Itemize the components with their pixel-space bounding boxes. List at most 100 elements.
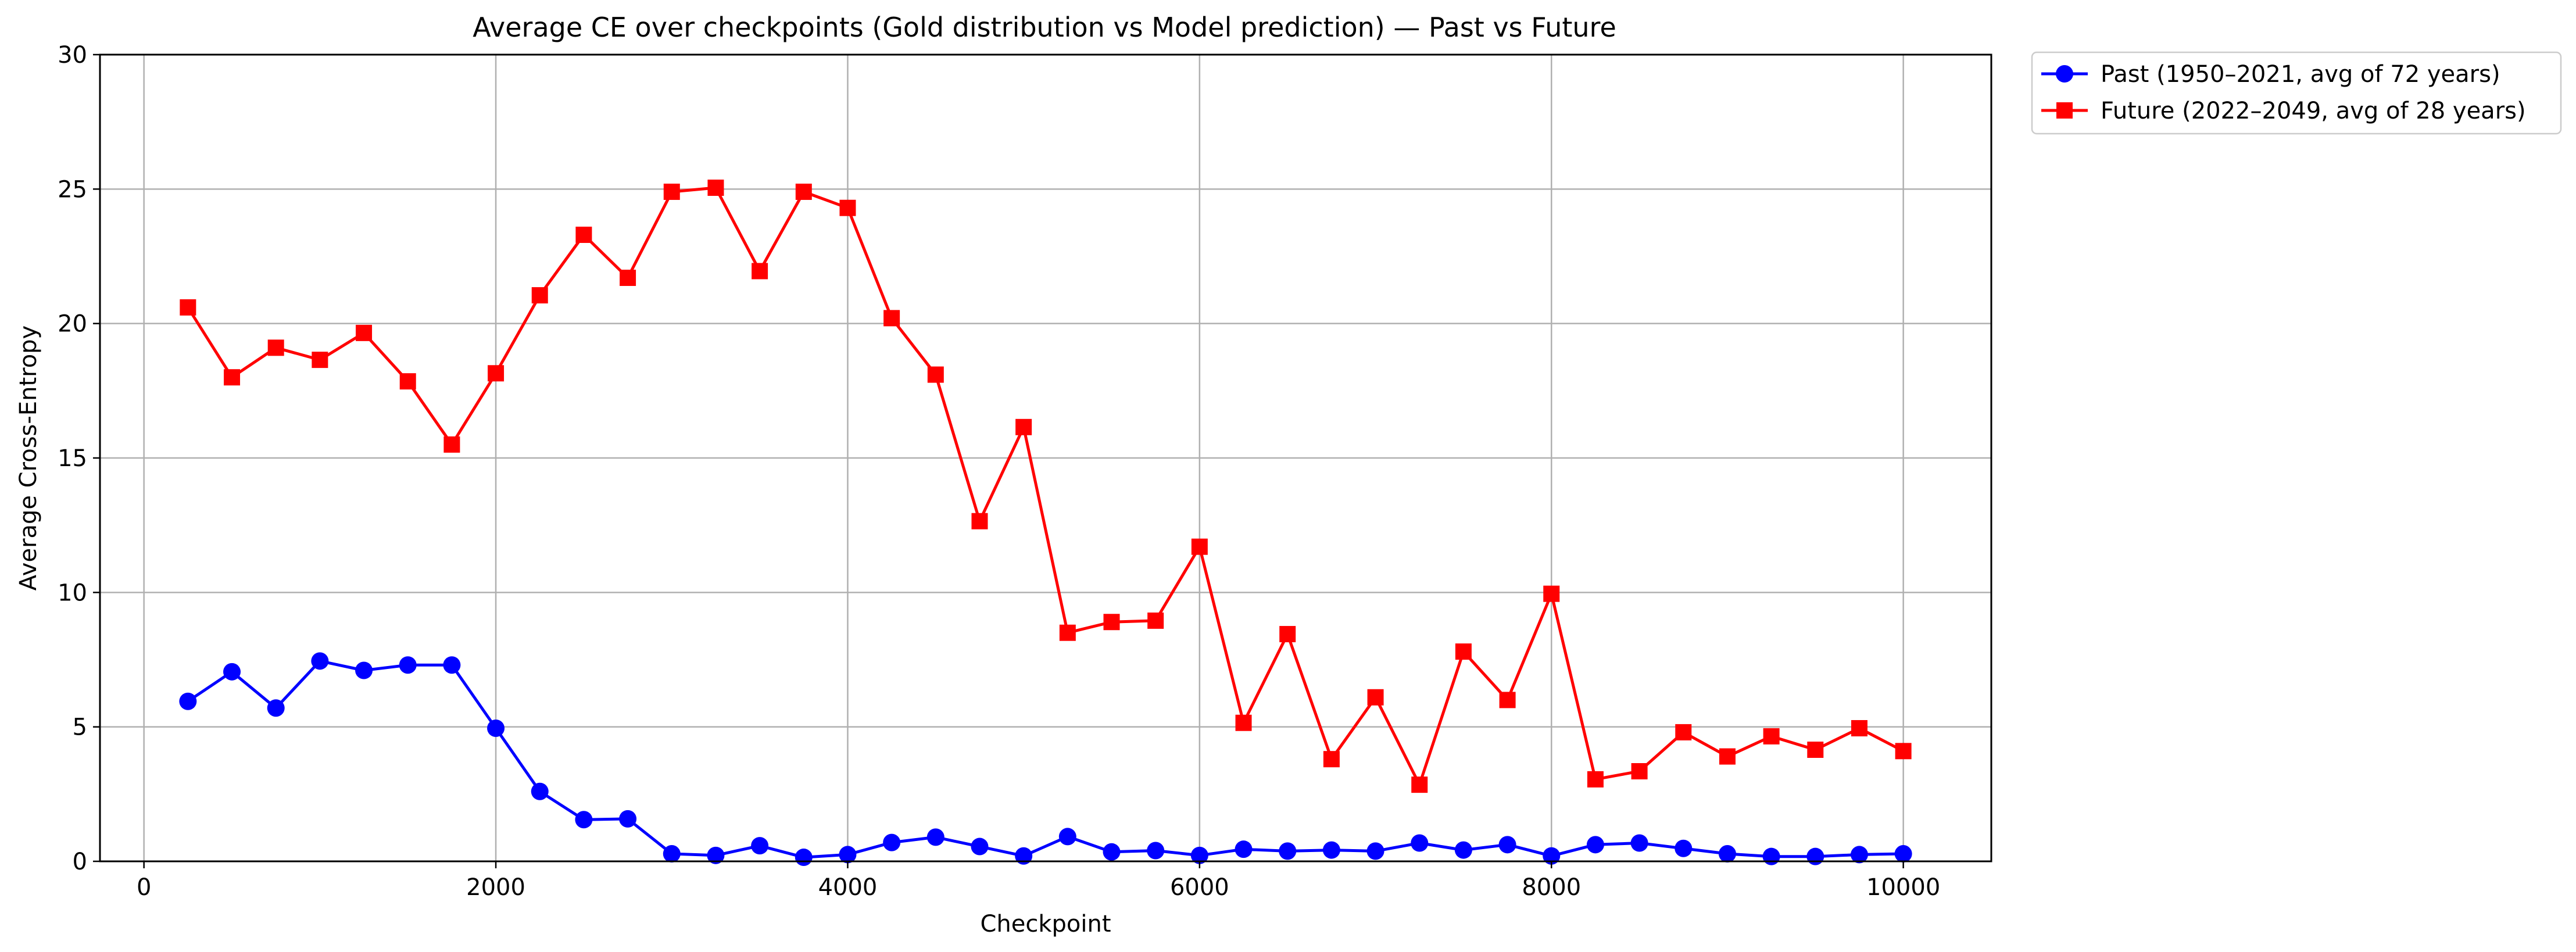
data-point — [927, 366, 944, 383]
data-point — [1366, 842, 1384, 860]
data-point — [883, 833, 901, 851]
data-point — [707, 846, 725, 864]
x-axis-label: Checkpoint — [980, 911, 1111, 937]
y-tick-label: 0 — [73, 849, 87, 875]
data-point — [1763, 728, 1780, 745]
data-point — [267, 339, 284, 356]
data-point — [1103, 614, 1120, 631]
data-point — [707, 180, 724, 196]
data-point — [1718, 845, 1736, 863]
data-point — [267, 699, 285, 717]
legend-marker — [2056, 65, 2073, 83]
data-point — [1411, 834, 1429, 852]
data-point — [1103, 843, 1121, 861]
legend-marker — [2056, 102, 2073, 119]
data-point — [180, 299, 196, 316]
data-point — [355, 661, 373, 679]
data-point — [1015, 847, 1033, 865]
data-point — [224, 369, 241, 386]
legend-label: Future (2022–2049, avg of 28 years) — [2101, 98, 2526, 124]
data-point — [1587, 771, 1604, 788]
data-point — [1675, 839, 1693, 857]
data-point — [488, 365, 505, 382]
axis-ticks: 0 2000 4000 6000 8000 10000 0 5 10 15 20 25 30 — [58, 42, 1940, 901]
data-point — [1630, 834, 1648, 852]
x-tick-label: 8000 — [1522, 874, 1581, 901]
data-point — [1279, 842, 1297, 860]
chart-title: Average CE over checkpoints (Gold distri… — [473, 12, 1616, 43]
data-point — [883, 310, 900, 327]
data-point — [531, 782, 549, 800]
data-point — [620, 270, 636, 287]
data-point — [443, 656, 461, 674]
data-point — [487, 719, 505, 737]
data-point — [1191, 538, 1208, 555]
data-point — [1454, 841, 1472, 859]
data-point — [926, 828, 944, 846]
data-point — [312, 352, 328, 368]
data-point — [1719, 748, 1736, 765]
data-point — [971, 838, 989, 856]
data-point — [752, 263, 768, 280]
data-point — [751, 837, 769, 855]
data-point — [1586, 836, 1604, 854]
data-point — [839, 199, 856, 216]
data-point — [575, 811, 593, 829]
legend-item: Past (1950–2021, avg of 72 years) — [2041, 61, 2500, 88]
series-layer — [179, 180, 1912, 867]
series-future — [180, 180, 1912, 793]
data-point — [1498, 836, 1516, 854]
y-tick-label: 30 — [58, 42, 87, 69]
data-point — [223, 663, 241, 681]
data-point — [531, 287, 548, 304]
data-point — [1631, 763, 1648, 780]
data-point — [1675, 724, 1692, 740]
data-point — [1762, 847, 1780, 865]
data-point — [795, 183, 812, 200]
data-point — [356, 324, 373, 341]
x-tick-label: 6000 — [1170, 874, 1229, 901]
data-point — [1279, 626, 1296, 643]
y-tick-label: 20 — [58, 311, 87, 338]
data-point — [1190, 846, 1208, 864]
data-point — [1411, 776, 1428, 793]
data-point — [575, 226, 592, 243]
x-tick-label: 2000 — [466, 874, 525, 901]
series-line — [187, 186, 1904, 786]
data-point — [399, 656, 417, 674]
data-point — [663, 183, 680, 200]
data-point — [443, 436, 460, 453]
data-point — [1322, 841, 1340, 859]
data-point — [1851, 720, 1867, 736]
series-line — [187, 659, 1904, 859]
data-point — [663, 845, 681, 863]
data-point — [1058, 828, 1076, 846]
data-point — [399, 373, 416, 390]
legend: Past (1950–2021, avg of 72 years) Future … — [2031, 51, 2562, 135]
x-tick-label: 4000 — [818, 874, 878, 901]
data-point — [311, 652, 329, 670]
data-point — [619, 810, 637, 828]
data-point — [1235, 840, 1253, 858]
legend-label: Past (1950–2021, avg of 72 years) — [2101, 61, 2500, 88]
legend-item: Future (2022–2049, avg of 28 years) — [2041, 98, 2526, 124]
data-point — [1806, 847, 1824, 865]
legend-box — [2031, 51, 2562, 135]
data-point — [1367, 689, 1384, 706]
y-tick-label: 10 — [58, 579, 87, 606]
data-point — [1059, 624, 1076, 641]
y-tick-label: 25 — [58, 176, 87, 203]
data-point — [1147, 612, 1164, 629]
data-point — [1543, 585, 1560, 602]
data-point — [1235, 714, 1252, 731]
data-point — [1323, 751, 1340, 768]
data-point — [1499, 692, 1516, 708]
data-point — [1015, 418, 1032, 435]
data-point — [971, 513, 988, 529]
data-point — [1850, 846, 1868, 864]
x-tick-label: 10000 — [1866, 874, 1940, 901]
data-point — [1807, 741, 1824, 758]
data-point — [1543, 847, 1561, 865]
